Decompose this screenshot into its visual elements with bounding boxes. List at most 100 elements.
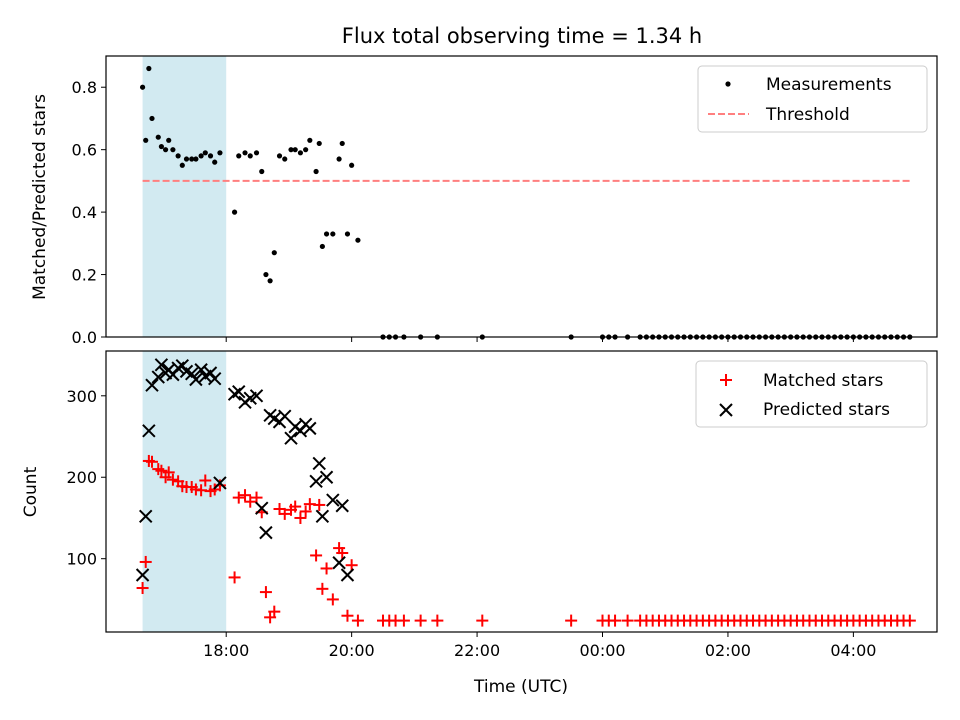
matched-stars-point [320, 562, 333, 575]
predicted-stars-point [303, 421, 317, 436]
matched-stars-point [145, 455, 158, 468]
measurements-point [259, 168, 265, 175]
bottom-marks [135, 358, 916, 627]
matched-stars-point [903, 614, 916, 627]
measurements-point [175, 153, 181, 159]
legend-threshold-label: Threshold [765, 105, 850, 125]
measurements-point [143, 137, 149, 143]
measurements-point [292, 147, 298, 153]
measurements-point [242, 150, 248, 156]
top-ytick-label: 0.8 [72, 78, 97, 97]
measurements-point [263, 271, 269, 278]
legend-matched-marker [720, 374, 732, 386]
measurements-point [149, 115, 155, 122]
bottom-ytick-label: 100 [66, 550, 97, 569]
matched-stars-point [289, 500, 302, 513]
measurements-point [189, 156, 195, 162]
legend-measurements-label: Measurements [766, 75, 892, 95]
measurements-point [183, 156, 190, 162]
matched-stars-point [313, 498, 326, 511]
measurements-point [202, 150, 208, 156]
measurements-point [303, 147, 309, 153]
measurements-point [170, 147, 176, 153]
measurements-point [336, 156, 342, 162]
measurements-point [146, 65, 152, 72]
matched-stars-point [345, 559, 358, 572]
matched-stars-point [228, 571, 241, 584]
matched-stars-point [316, 582, 329, 595]
legend-measurements-marker [725, 81, 731, 87]
measurements-point [231, 209, 238, 215]
matched-stars-point [310, 549, 323, 562]
matched-stars-point [239, 489, 252, 502]
bottom-xtick-label: 18:00 [203, 641, 249, 660]
measurements-point [288, 147, 294, 153]
matched-stars-point [259, 586, 272, 599]
predicted-stars-point [259, 525, 273, 540]
matched-stars-point [199, 474, 212, 487]
matched-stars-point [155, 464, 168, 477]
predicted-stars-point [213, 476, 227, 490]
predicted-stars-point [154, 358, 169, 372]
matched-stars-point [565, 614, 578, 627]
measurements-point [236, 153, 242, 159]
predicted-stars-point [142, 424, 156, 438]
matched-stars-point [299, 505, 312, 518]
predicted-stars-point [255, 501, 269, 515]
top-ytick-label: 0.0 [72, 328, 97, 347]
predicted-stars-point [203, 366, 218, 380]
measurements-point [319, 243, 325, 250]
predicted-stars-point [309, 474, 323, 489]
measurements-point [179, 162, 185, 168]
predicted-stars-point [249, 389, 264, 403]
predicted-stars-point [151, 370, 165, 384]
measurements-point [297, 150, 304, 156]
measurements-point [253, 150, 260, 156]
top-ylabel: Matched/Predicted stars [30, 94, 50, 300]
matched-stars-point [397, 614, 410, 627]
measurements-point [349, 162, 355, 168]
top-ytick-label: 0.4 [72, 203, 97, 222]
measurements-point [267, 278, 273, 284]
measurements-point [217, 150, 223, 156]
matched-stars-point [139, 555, 152, 568]
legend-matched-label: Matched stars [763, 371, 883, 391]
predicted-stars-point [189, 372, 203, 387]
predicted-stars-point [315, 509, 330, 524]
bottom-y-ticks: 100 200 300 [66, 387, 106, 569]
bottom-legend-box [695, 360, 928, 428]
bottom-ytick-label: 300 [66, 387, 97, 406]
bottom-panel: 100 200 300 18:00 20:00 22:00 00:00 02:00 04:00… [21, 350, 938, 697]
predicted-stars-point [145, 378, 159, 392]
matched-stars-point [136, 582, 149, 595]
matched-stars-point [166, 473, 179, 486]
measurements-point [193, 156, 199, 162]
predicted-stars-point [340, 568, 355, 582]
predicted-stars-point [185, 367, 199, 381]
bottom-xlabel: Time (UTC) [473, 677, 568, 697]
predicted-stars-point [208, 371, 222, 386]
measurements-point [313, 168, 319, 175]
matched-stars-point [213, 479, 226, 492]
matched-stars-point [336, 546, 349, 559]
predicted-stars-point [135, 568, 150, 582]
measurements-point [166, 137, 172, 143]
matched-stars-point [326, 593, 339, 606]
bottom-ylabel: Count [21, 466, 41, 517]
measurements-point [307, 137, 313, 143]
predicted-stars-point [319, 470, 334, 484]
top-legend: Measurements Threshold [697, 65, 928, 133]
bottom-legend: Matched stars Predicted stars [695, 360, 928, 428]
measurements-point [323, 231, 330, 237]
measurements-point [155, 134, 161, 140]
bottom-axes-frame [105, 350, 938, 633]
top-ytick-label: 0.2 [72, 266, 97, 285]
bottom-x-ticks: 18:00 20:00 22:00 00:00 02:00 04:00 [203, 632, 876, 660]
top-panel: 0.00.20.40.60.8 Matched/Predicted stars … [30, 55, 938, 347]
top-legend-box [697, 65, 928, 133]
matched-stars-point [621, 614, 634, 627]
top-x-ticks [225, 337, 854, 342]
predicted-stars-point [139, 509, 153, 524]
legend-predicted-marker [719, 403, 733, 417]
